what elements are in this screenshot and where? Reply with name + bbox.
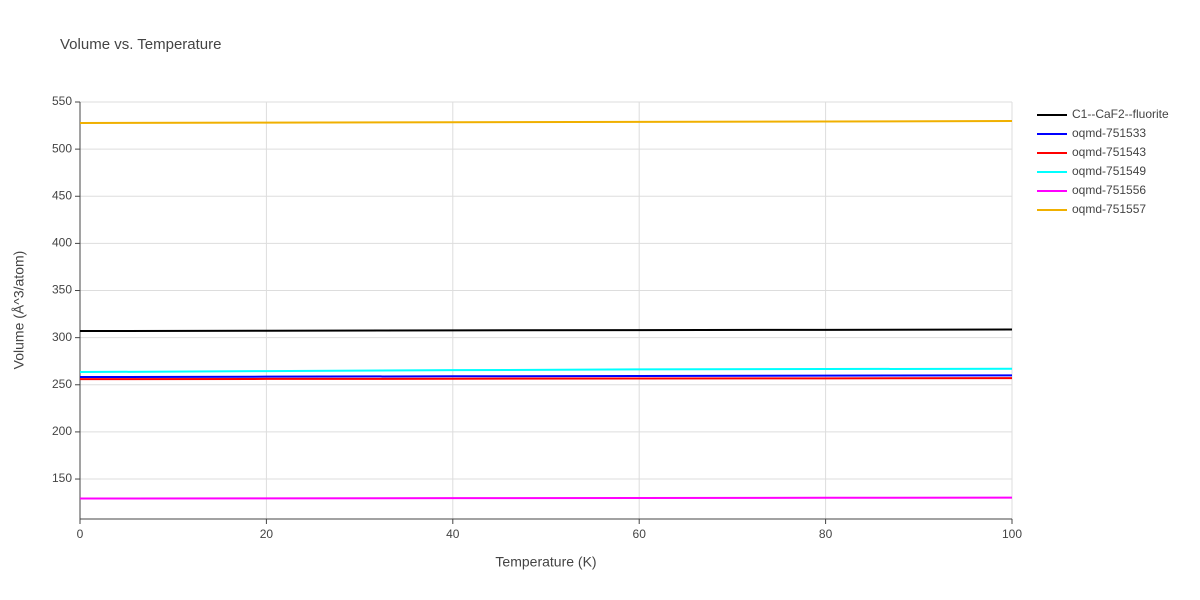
legend-label: C1--CaF2--fluorite <box>1072 107 1169 121</box>
y-tick-label: 200 <box>52 424 72 438</box>
series-line <box>79 377 1013 381</box>
series-line <box>79 367 1013 374</box>
x-axis-title: Temperature (K) <box>495 554 596 570</box>
chart-title: Volume vs. Temperature <box>60 36 221 53</box>
y-tick-label: 150 <box>52 471 72 485</box>
legend-label: oqmd-751543 <box>1072 145 1146 159</box>
legend-label: oqmd-751533 <box>1072 126 1146 140</box>
series-line <box>79 120 1013 125</box>
legend-label: oqmd-751557 <box>1072 202 1146 216</box>
series-line <box>79 328 1013 333</box>
x-tick-label: 40 <box>446 527 460 541</box>
y-tick-label: 450 <box>52 188 72 202</box>
x-tick-label: 20 <box>260 527 274 541</box>
legend-label: oqmd-751556 <box>1072 183 1146 197</box>
y-tick-label: 300 <box>52 330 72 344</box>
y-tick-label: 250 <box>52 377 72 391</box>
y-tick-label: 550 <box>52 94 72 108</box>
x-tick-label: 80 <box>819 527 833 541</box>
series-line <box>79 374 1013 379</box>
y-tick-label: 500 <box>52 141 72 155</box>
y-tick-label: 350 <box>52 283 72 297</box>
x-tick-label: 60 <box>633 527 647 541</box>
x-tick-label: 0 <box>77 527 84 541</box>
legend-label: oqmd-751549 <box>1072 164 1146 178</box>
series-line <box>79 496 1013 500</box>
x-tick-label: 100 <box>1002 527 1022 541</box>
y-tick-label: 400 <box>52 236 72 250</box>
y-axis-title: Volume (Å^3/atom) <box>11 251 27 370</box>
